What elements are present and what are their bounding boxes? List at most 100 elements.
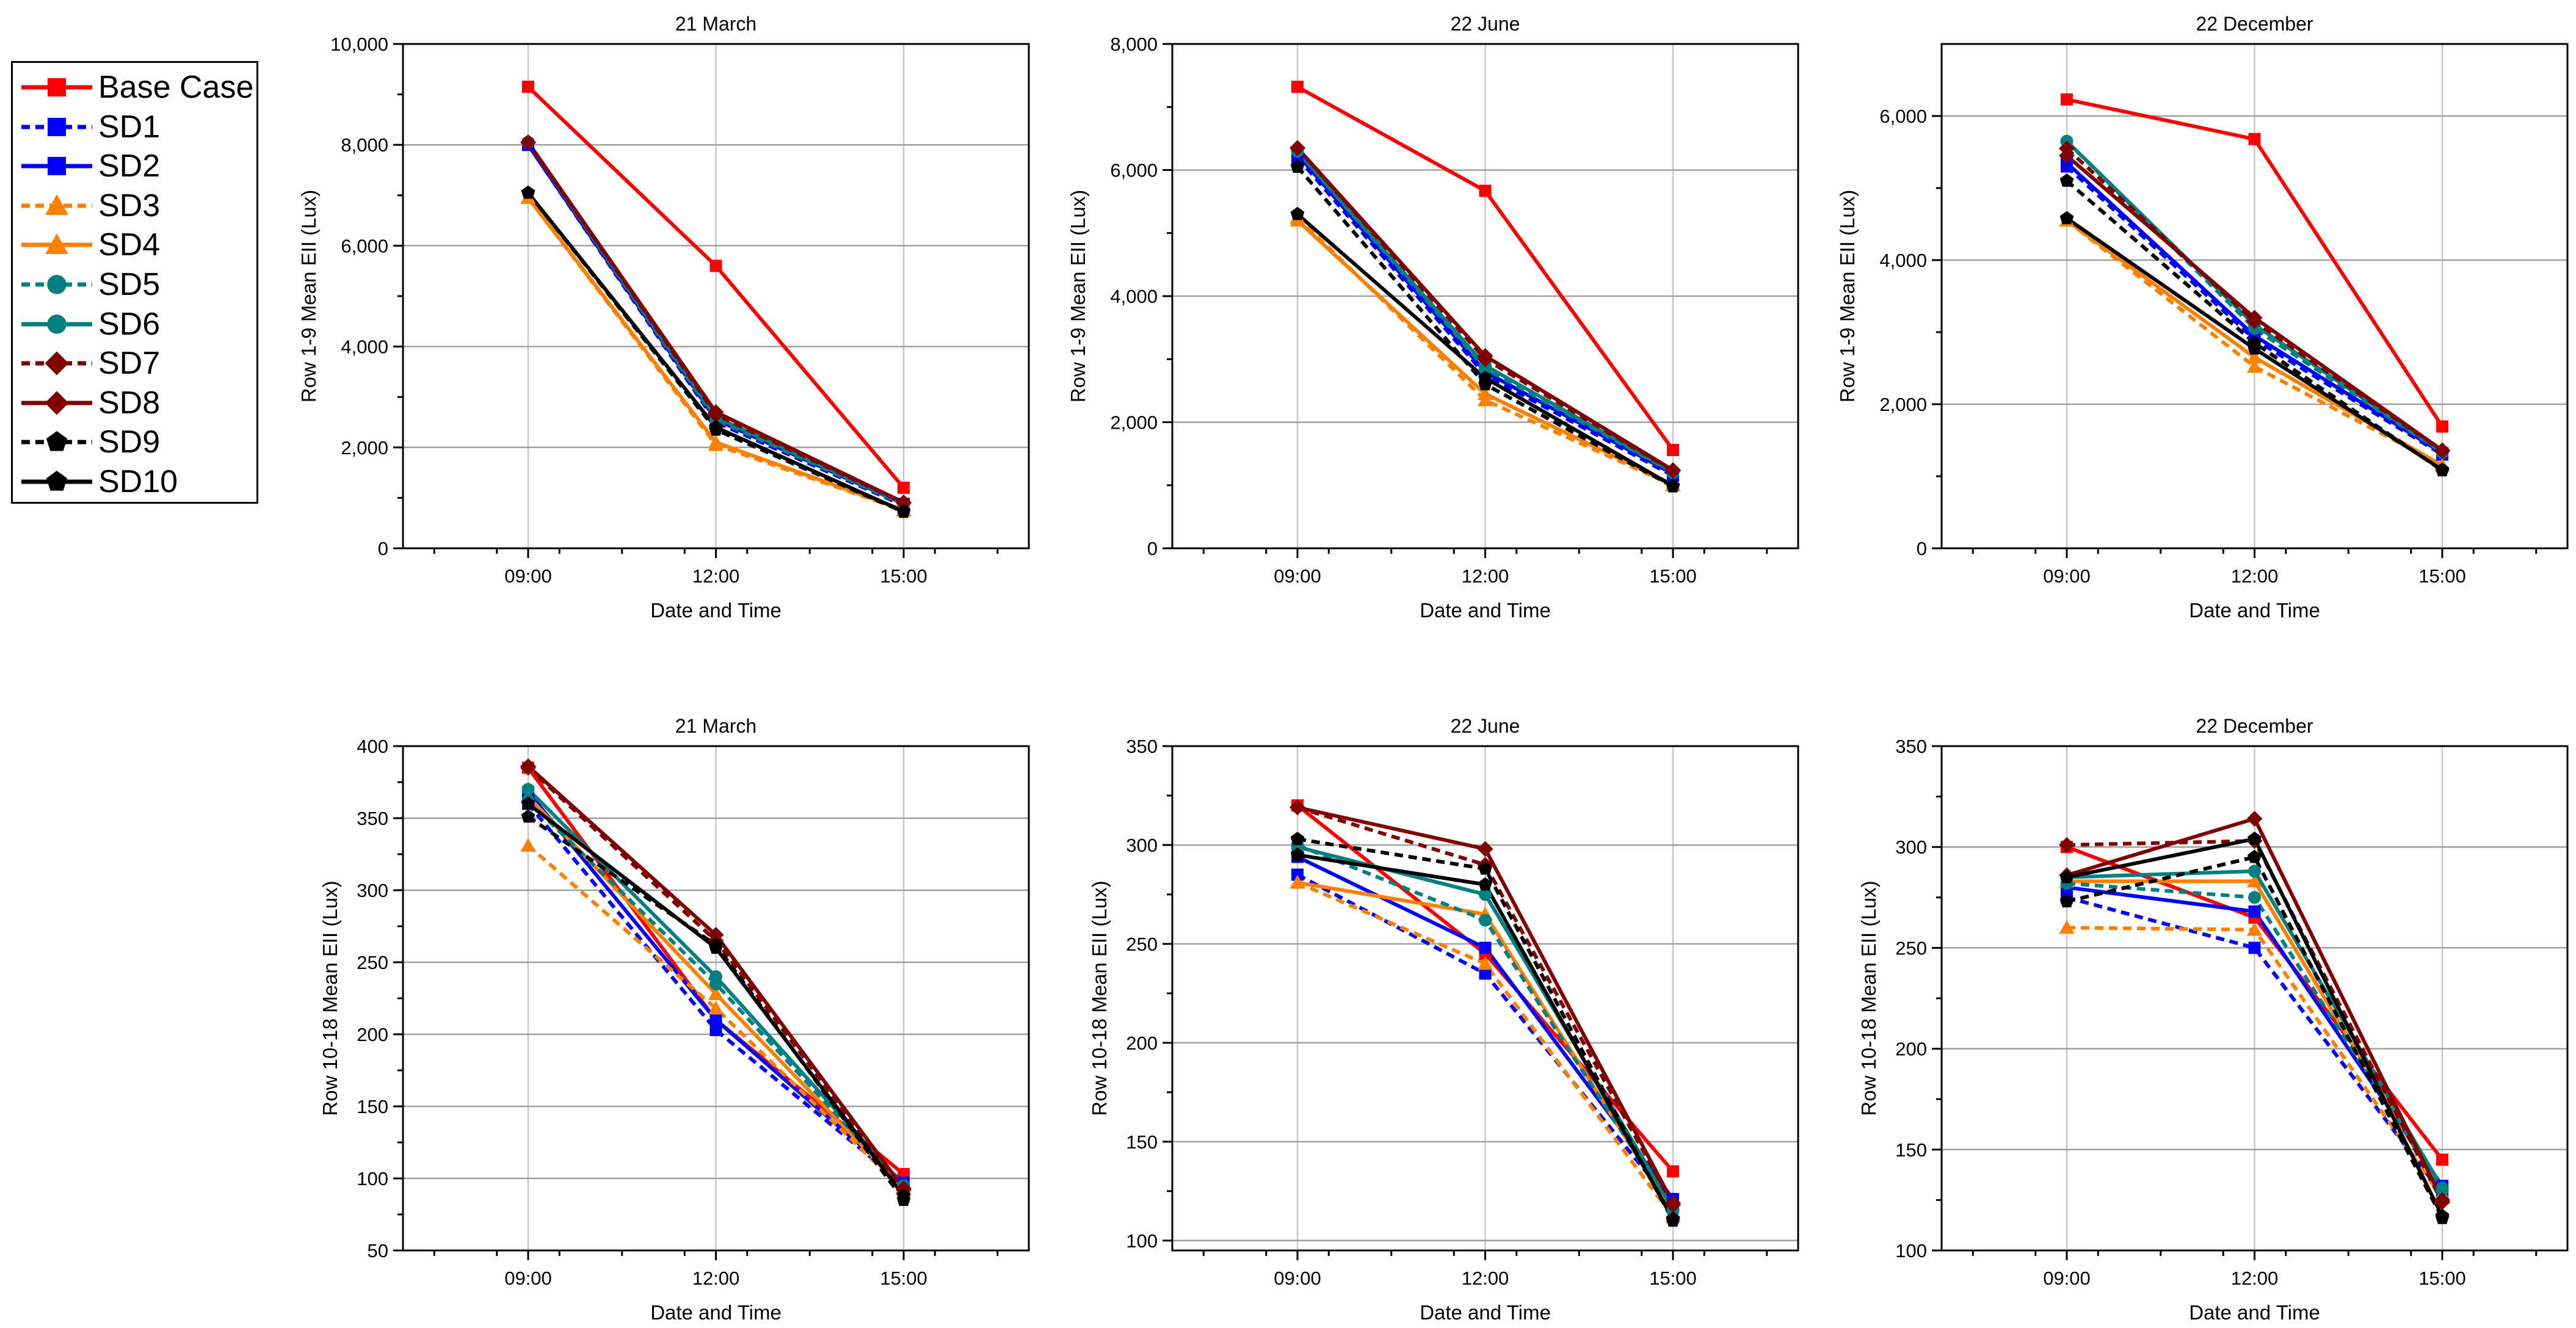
y-tick-label: 300	[1895, 836, 1927, 858]
legend-swatch	[21, 391, 92, 415]
legend-marker	[47, 314, 67, 334]
y-tick-label: 350	[357, 808, 388, 829]
data-point	[521, 783, 535, 796]
legend-marker	[48, 157, 66, 176]
data-point	[2248, 849, 2262, 863]
legend-marker	[47, 275, 67, 294]
data-point	[1479, 942, 1492, 954]
data-point	[1290, 832, 1305, 845]
legend-entry: Base Case	[13, 68, 257, 107]
legend-entry: SD7	[13, 344, 257, 383]
data-point	[2059, 869, 2074, 884]
data-point	[709, 259, 722, 272]
data-point	[896, 504, 911, 518]
x-tick-label: 15:00	[880, 565, 927, 587]
y-tick-label: 200	[1126, 1032, 1158, 1054]
data-point	[2248, 341, 2262, 355]
series-line	[2066, 855, 2444, 1219]
data-point	[708, 986, 724, 1000]
data-point	[1665, 1195, 1681, 1211]
y-axis-label: Row 1-9 Mean EII (Lux)	[297, 190, 320, 402]
legend-marker	[46, 471, 68, 491]
data-point	[2059, 894, 2074, 908]
y-tick-label: 4,000	[1879, 250, 1927, 271]
y-tick-label: 6,000	[1110, 160, 1158, 181]
x-tick-label: 12:00	[1462, 565, 1509, 587]
data-point	[2248, 832, 2262, 845]
x-tick-label: 12:00	[2231, 565, 2279, 587]
data-point	[2436, 1153, 2448, 1166]
data-point	[1479, 967, 1492, 980]
data-point	[2059, 147, 2075, 164]
data-point	[522, 81, 534, 93]
data-point	[708, 404, 724, 420]
x-tick-label: 09:00	[2043, 565, 2091, 587]
series-line	[2066, 895, 2444, 1196]
data-point	[2059, 211, 2074, 225]
x-tick-label: 09:00	[504, 1268, 552, 1289]
y-tick-label: 200	[1895, 1039, 1927, 1060]
y-tick-label: 0	[1147, 538, 1158, 559]
y-tick-label: 6,000	[341, 235, 388, 256]
chart-panel: 100 150 200 250 300 350 09:00 12:00 15:00 22 Dece…	[1857, 715, 2569, 1324]
data-point	[709, 940, 723, 954]
data-point	[1290, 159, 1305, 173]
data-point	[1290, 799, 1305, 816]
y-tick-label: 400	[357, 736, 388, 757]
x-tick-label: 12:00	[1462, 1268, 1509, 1289]
chart-title: 22 June	[1451, 13, 1520, 35]
data-point	[2434, 442, 2450, 459]
legend: Base Case SD1 SD2 SD3 SD4 SD5 SD6 SD7 SD8 SD9 SD10	[11, 61, 258, 504]
data-point	[2059, 836, 2075, 853]
legend-entry: SD2	[13, 147, 257, 186]
data-point	[709, 1014, 722, 1026]
legend-swatch	[21, 431, 92, 451]
data-point	[898, 481, 910, 494]
x-tick-label: 09:00	[1274, 1268, 1321, 1289]
data-point	[521, 185, 535, 199]
data-point	[1290, 140, 1305, 156]
data-point	[1478, 861, 1492, 875]
data-point	[1290, 206, 1305, 220]
data-point	[708, 927, 724, 943]
legend-marker	[45, 391, 69, 415]
y-tick-label: 150	[1126, 1131, 1158, 1153]
data-point	[1479, 913, 1492, 927]
data-point	[1665, 462, 1681, 478]
x-tick-label: 09:00	[2043, 1268, 2091, 1289]
data-point	[2248, 905, 2261, 918]
data-point	[2436, 1181, 2449, 1195]
x-tick-label: 15:00	[880, 1268, 927, 1289]
chart-title: 21 March	[675, 715, 756, 737]
data-point	[709, 419, 723, 434]
y-axis-label: Row 1-9 Mean EII (Lux)	[1836, 190, 1859, 402]
data-point	[1666, 478, 1680, 492]
x-tick-label: 09:00	[504, 565, 552, 587]
data-point	[709, 970, 722, 984]
data-point	[1478, 956, 1493, 970]
y-tick-label: 8,000	[1110, 34, 1158, 55]
legend-label: SD1	[98, 109, 161, 145]
y-axis-label: Row 10-18 Mean EII (Lux)	[1088, 880, 1111, 1116]
series-line	[526, 802, 905, 1186]
chart-panel: 0 2,000 4,000 6,000 8,000 10,000 09:00 12:00 15:…	[297, 13, 1030, 622]
legend-swatch	[21, 233, 92, 255]
legend-swatch	[21, 471, 92, 491]
data-point	[2061, 93, 2073, 106]
x-axis-label: Date and Time	[2189, 599, 2320, 622]
y-axis-label: Row 10-18 Mean EII (Lux)	[1857, 880, 1880, 1116]
legend-entry: SD1	[13, 107, 257, 147]
y-tick-label: 150	[1895, 1139, 1927, 1161]
data-point	[1478, 371, 1492, 384]
legend-marker	[48, 78, 66, 96]
legend-label: SD3	[98, 187, 161, 223]
x-axis-label: Date and Time	[1420, 599, 1551, 622]
x-tick-label: 15:00	[2418, 1268, 2466, 1289]
legend-swatch	[21, 275, 92, 294]
legend-swatch	[21, 117, 92, 136]
data-point	[2247, 873, 2262, 888]
y-tick-label: 2,000	[1110, 412, 1158, 434]
y-tick-label: 10,000	[330, 34, 388, 55]
x-tick-label: 15:00	[1649, 565, 1697, 587]
